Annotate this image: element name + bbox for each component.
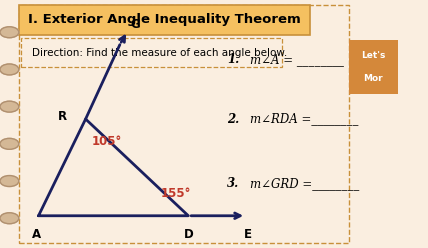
- Circle shape: [0, 176, 19, 186]
- Text: m∠RDA =________: m∠RDA =________: [250, 113, 359, 125]
- Text: Mor: Mor: [363, 74, 383, 83]
- Circle shape: [0, 101, 19, 112]
- Text: G: G: [131, 18, 140, 31]
- FancyBboxPatch shape: [349, 40, 398, 94]
- Text: R: R: [57, 110, 67, 123]
- Text: 2.: 2.: [227, 113, 239, 125]
- Text: m∠GRD =________: m∠GRD =________: [250, 177, 360, 190]
- Text: A: A: [32, 228, 41, 241]
- Text: I. Exterior Angle Inequality Theorem: I. Exterior Angle Inequality Theorem: [28, 13, 301, 26]
- Text: 1.: 1.: [227, 53, 239, 66]
- Text: E: E: [244, 228, 252, 241]
- Circle shape: [0, 64, 19, 75]
- Text: 105°: 105°: [92, 135, 122, 148]
- Text: Direction: Find the measure of each angle below.: Direction: Find the measure of each angl…: [32, 48, 287, 58]
- Text: Let's: Let's: [361, 51, 385, 60]
- Circle shape: [0, 213, 19, 224]
- FancyBboxPatch shape: [19, 5, 310, 35]
- Circle shape: [0, 138, 19, 149]
- Circle shape: [0, 27, 19, 38]
- FancyBboxPatch shape: [21, 38, 282, 67]
- Text: 3.: 3.: [227, 177, 239, 190]
- Text: D: D: [184, 228, 193, 241]
- Text: m∠A = ________: m∠A = ________: [250, 53, 344, 66]
- Text: 155°: 155°: [160, 187, 191, 200]
